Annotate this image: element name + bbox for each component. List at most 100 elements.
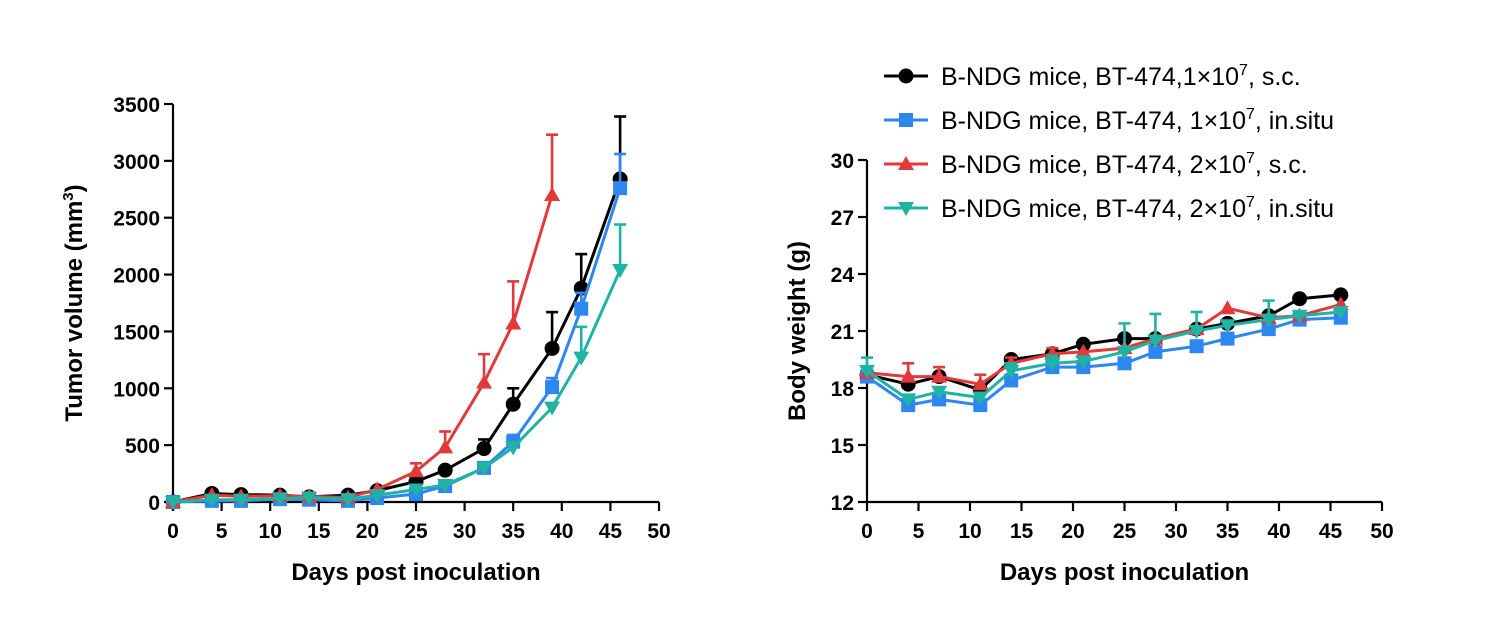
data-point [505, 396, 521, 412]
data-point [1004, 373, 1019, 388]
legend-label-superscript: 7 [1246, 106, 1255, 123]
x-tick-label: 0 [167, 520, 179, 543]
data-point [545, 380, 560, 395]
legend-label-text: B-NDG mice, BT-474, 2×10 [941, 195, 1246, 223]
legend-item: B-NDG mice, BT-474, 1×107, in.situ [884, 106, 1334, 135]
y-tick-label: 1000 [113, 378, 160, 401]
data-point [1333, 287, 1349, 303]
series-line [866, 302, 1342, 386]
x-tick-label: 40 [1267, 520, 1290, 543]
data-point [1261, 322, 1276, 337]
legend-marker [898, 156, 914, 170]
data-point [1260, 313, 1277, 328]
x-tick-label: 15 [1010, 520, 1034, 543]
legend-item: B-NDG mice, BT-474, 2×107, s.c. [884, 150, 1308, 179]
data-point [859, 364, 875, 379]
data-point [972, 376, 989, 391]
y-tick-label: 21 [831, 321, 855, 344]
y-tick-label: 2500 [113, 208, 160, 231]
legend-label: B-NDG mice, BT-474, 2×107, s.c. [941, 150, 1308, 179]
legend-marker [898, 68, 914, 84]
data-point [476, 374, 493, 389]
data-point [476, 441, 492, 457]
data-point [233, 493, 250, 508]
x-axis-title: Days post inoculation [291, 559, 540, 586]
data-point [1189, 339, 1204, 354]
y-tick-label: 1500 [113, 321, 160, 344]
legend-label-superscript: 7 [1246, 194, 1255, 211]
x-axis-title: Days post inoculation [1000, 559, 1249, 586]
data-point [1116, 345, 1133, 360]
y-tick-label: 0 [148, 492, 160, 515]
legend-marker [899, 113, 913, 127]
series-s4 [859, 299, 1349, 408]
data-point [301, 491, 318, 506]
y-tick-label: 24 [831, 264, 855, 287]
data-point [1219, 319, 1236, 334]
series-s2 [166, 152, 628, 509]
series-s1 [165, 115, 628, 510]
data-point [931, 385, 948, 400]
y-tick-label: 12 [831, 492, 854, 515]
x-tick-label: 0 [861, 520, 873, 543]
data-point [271, 492, 288, 507]
data-point [544, 401, 561, 416]
y-axis-title-text: Body weight (g) [784, 241, 811, 421]
x-tick-label: 20 [356, 520, 379, 543]
data-point [339, 493, 356, 508]
data-point [1003, 364, 1020, 379]
tumor-volume-chart: 0 5 10 15 20 25 30 35 40 45 5005001000150020002500… [60, 94, 671, 586]
data-point [1188, 325, 1205, 339]
y-tick-label: 18 [831, 378, 855, 401]
data-point [1075, 343, 1092, 358]
legend-label-text: B-NDG mice, BT-474,1×10 [941, 63, 1239, 91]
data-point [505, 315, 522, 330]
y-axis-title-text: Tumor volume (mm [61, 201, 88, 422]
data-point [1291, 309, 1308, 324]
y-axis-title: Tumor volume (mm3) [60, 184, 88, 421]
data-point [408, 483, 424, 498]
data-point [613, 181, 628, 196]
y-tick-label: 3000 [113, 151, 160, 174]
data-point [931, 368, 948, 383]
legend-label-suffix: , in.situ [1255, 107, 1334, 135]
y-axis-title-suffix: ) [61, 184, 88, 192]
data-point [437, 439, 454, 454]
legend-marker [898, 202, 914, 216]
x-tick-label: 5 [913, 520, 925, 543]
x-tick-label: 35 [1216, 520, 1240, 543]
data-point [1292, 291, 1308, 307]
series-line [172, 269, 622, 504]
x-tick-label: 40 [550, 520, 573, 543]
data-point [437, 478, 454, 493]
x-tick-label: 10 [259, 520, 282, 543]
legend-item: B-NDG mice, BT-474,1×107, s.c. [884, 62, 1301, 91]
data-point [437, 462, 453, 478]
x-tick-label: 45 [599, 520, 623, 543]
legend-label-suffix: , s.c. [1255, 151, 1308, 179]
data-point [900, 393, 917, 408]
data-point [369, 489, 386, 504]
data-point [900, 368, 917, 383]
data-point [574, 301, 589, 316]
series-s4 [165, 223, 629, 510]
legend-label: B-NDG mice, BT-474,1×107, s.c. [941, 62, 1301, 91]
x-tick-label: 35 [502, 520, 526, 543]
x-tick-label: 15 [307, 520, 331, 543]
x-tick-label: 45 [1319, 520, 1343, 543]
series-line [866, 310, 1341, 402]
y-tick-label: 27 [831, 207, 854, 230]
data-point [1147, 334, 1164, 349]
data-point [1075, 355, 1092, 370]
x-tick-label: 30 [1164, 520, 1187, 543]
data-point [505, 441, 522, 456]
data-point [573, 351, 590, 366]
legend-label-suffix: , s.c. [1248, 63, 1301, 91]
x-tick-label: 20 [1061, 520, 1084, 543]
data-point [476, 461, 493, 476]
x-tick-label: 50 [1370, 520, 1393, 543]
x-tick-label: 50 [647, 520, 670, 543]
x-tick-label: 25 [404, 520, 428, 543]
data-point [972, 391, 989, 406]
